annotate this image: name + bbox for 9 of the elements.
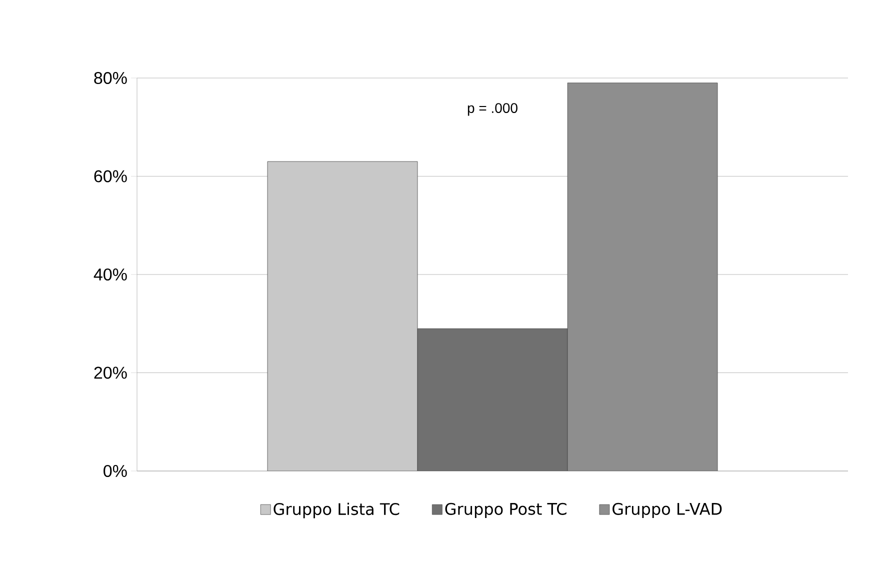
y-tick-label: 0%	[104, 464, 127, 478]
annotation: p = .000	[468, 103, 518, 116]
y-tick-label: 40%	[94, 268, 127, 281]
y-tick-label: 60%	[94, 170, 127, 182]
legend-label: Gruppo Lista TC	[274, 502, 400, 518]
y-tick-label: 20%	[94, 366, 127, 379]
y-tick-label: 80%	[94, 72, 127, 84]
legend-label: Gruppo L-VAD	[612, 502, 722, 518]
legend-label: Gruppo Post TC	[445, 502, 566, 518]
